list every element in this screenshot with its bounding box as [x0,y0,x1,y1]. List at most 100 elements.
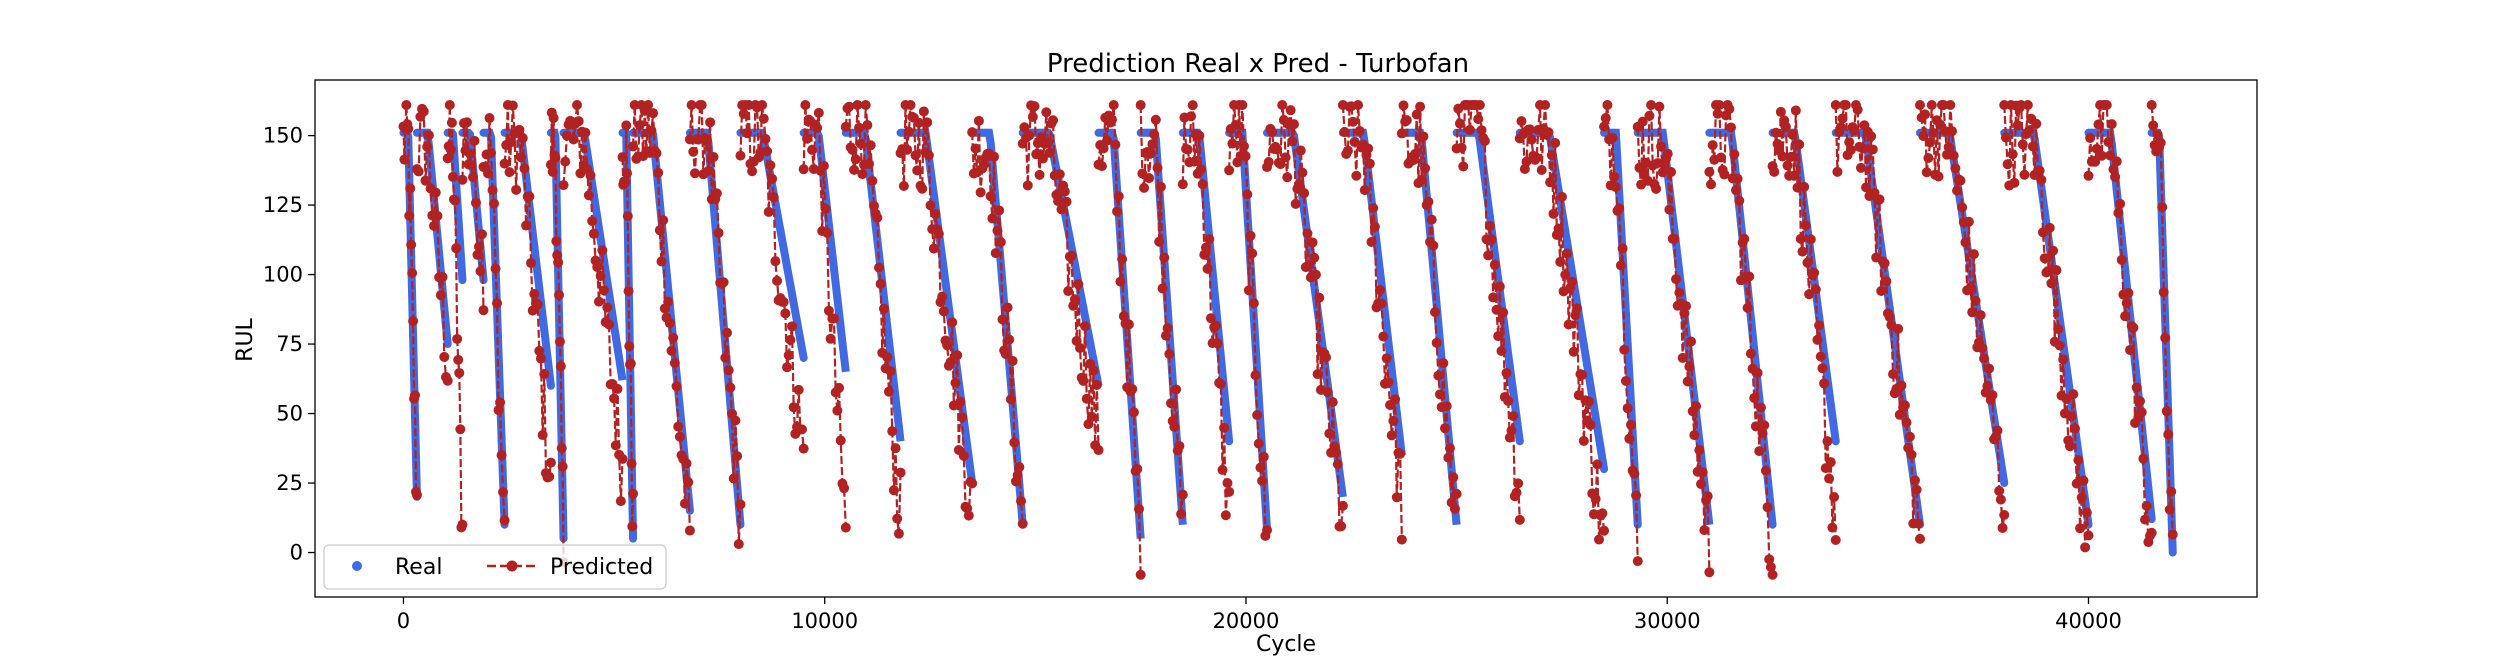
predicted-point [595,271,606,282]
predicted-point [957,412,968,423]
predicted-point [1287,136,1298,147]
predicted-point [849,164,860,175]
predicted-point [2081,507,2092,518]
predicted-point [648,108,659,119]
predicted-point [1734,195,1745,206]
y-tick-label: 75 [276,332,303,356]
legend: Real Predicted [323,544,667,590]
predicted-point [2009,177,2020,188]
predicted-point [718,277,729,288]
x-tick-label: 0 [397,609,410,633]
real-point [929,190,938,199]
predicted-point [625,358,636,369]
predicted-point [461,117,472,128]
predicted-point [1294,178,1305,189]
predicted-point [703,166,714,177]
predicted-point [925,200,936,211]
predicted-point [840,522,851,533]
predicted-point [521,220,532,231]
predicted-point [1186,111,1197,122]
real-point [533,270,542,279]
predicted-point [708,151,719,162]
predicted-point [643,100,654,111]
predicted-point [1263,156,1274,167]
predicted-point [1044,147,1055,158]
real-point [596,234,605,243]
predicted-point [1115,276,1126,287]
y-tick-label: 50 [276,402,303,426]
predicted-point [1602,100,1613,111]
predicted-point [2073,455,2084,466]
predicted-point [1819,378,1830,389]
predicted-point [588,228,599,239]
predicted-point [547,166,558,177]
predicted-point [818,160,829,171]
predicted-point [1568,346,1579,357]
predicted-series-line [844,104,902,534]
predicted-point [1252,410,1263,421]
real-point [1086,338,1095,347]
predicted-point [1240,151,1251,162]
series-predicted [398,100,2178,580]
predicted-point [496,450,507,461]
predicted-point [1212,338,1223,349]
real-point [939,266,948,275]
predicted-point [1426,214,1437,225]
predicted-point [1177,489,1188,500]
predicted-point [628,141,639,152]
predicted-point [1169,421,1180,432]
predicted-point [1150,114,1161,125]
predicted-point [1042,137,1053,148]
predicted-point [593,296,604,307]
predicted-point [1799,181,1810,192]
predicted-point [1664,204,1675,215]
predicted-point [1556,191,1567,202]
predicted-point [1017,518,1028,529]
predicted-point [1401,115,1412,126]
predicted-point [796,424,807,435]
predicted-point [1061,196,1072,207]
predicted-point [1443,452,1454,463]
predicted-point [620,177,631,188]
predicted-point [823,305,834,316]
predicted-point [2103,136,2114,147]
predicted-point [1809,267,1820,278]
predicted-point [1164,348,1175,359]
predicted-point [432,210,443,221]
predicted-point [1347,116,1358,127]
predicted-point [1280,152,1291,163]
predicted-point [408,316,419,327]
predicted-point [895,467,906,478]
predicted-point [973,115,984,126]
predicted-point [1486,234,1497,245]
predicted-point [587,216,598,227]
predicted-point [1107,114,1118,125]
predicted-point [1861,182,1872,193]
predicted-point [1248,298,1259,309]
predicted-point [1302,228,1313,239]
predicted-point [1995,494,2006,505]
predicted-point [407,268,418,279]
predicted-point [967,478,978,489]
predicted-point [1117,254,1128,265]
predicted-point [2002,159,2013,170]
predicted-point [1147,139,1158,150]
plot-area [398,100,2178,580]
predicted-point [1567,276,1578,287]
real-point [884,336,893,345]
predicted-point [1651,183,1662,194]
x-tick-label: 20000 [1213,609,1280,633]
predicted-point [758,113,769,124]
predicted-point [429,220,440,231]
predicted-point [1176,509,1187,520]
predicted-point [1339,126,1350,137]
predicted-point [1174,440,1185,451]
predicted-point [852,100,863,111]
predicted-point [1814,320,1825,331]
predicted-point [1063,286,1074,297]
predicted-point [689,168,700,179]
predicted-point [1451,488,1462,499]
predicted-point [1359,185,1370,196]
predicted-point [1516,116,1527,127]
predicted-point [535,353,546,364]
